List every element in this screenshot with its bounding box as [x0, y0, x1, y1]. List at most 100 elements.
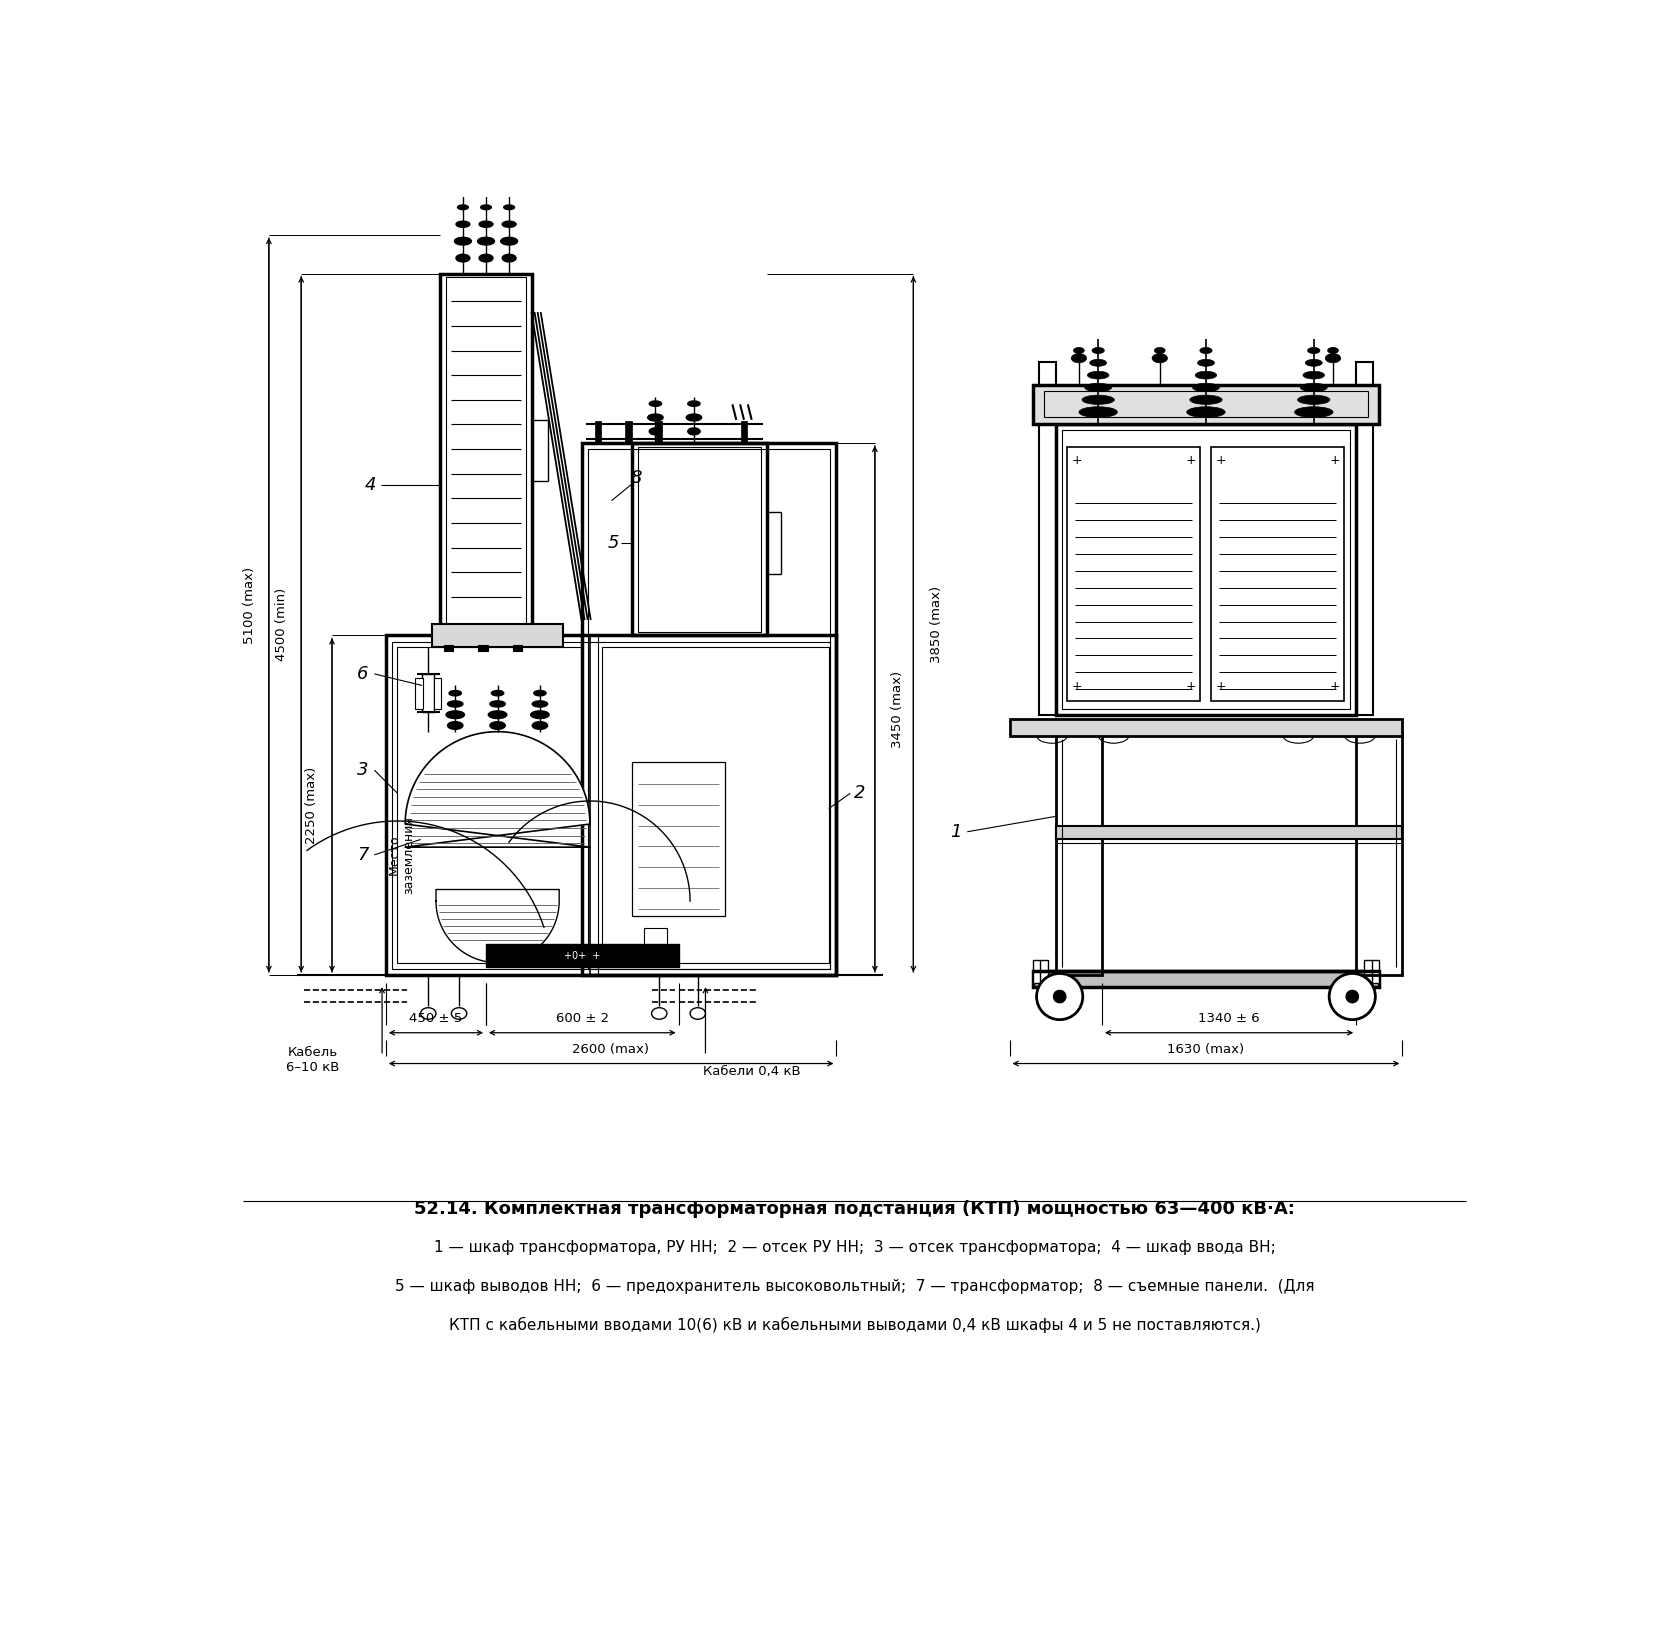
Ellipse shape: [1089, 360, 1106, 367]
Text: 3: 3: [357, 761, 369, 779]
Text: +: +: [1186, 681, 1196, 694]
Text: 4: 4: [365, 477, 377, 495]
Ellipse shape: [420, 1008, 435, 1019]
Bar: [422, 674, 434, 712]
Text: +: +: [1071, 454, 1083, 467]
Text: 450 ± 5: 450 ± 5: [409, 1013, 462, 1026]
Polygon shape: [405, 732, 590, 847]
Text: 5 — шкаф выводов НН;  6 — предохранитель высоковольтный;  7 — трансформатор;  8 : 5 — шкаф выводов НН; 6 — предохранитель …: [395, 1279, 1314, 1294]
Ellipse shape: [1196, 372, 1216, 380]
Bar: [434, 677, 442, 709]
Ellipse shape: [455, 222, 470, 227]
Text: 3850 (max): 3850 (max): [931, 585, 942, 663]
Ellipse shape: [687, 401, 701, 406]
Ellipse shape: [686, 414, 702, 421]
Ellipse shape: [452, 1008, 467, 1019]
Ellipse shape: [445, 710, 464, 718]
Bar: [1063, 429, 1349, 709]
Text: 6: 6: [357, 664, 369, 682]
Text: 52.14. Комплектная трансформаторная подстанция (КТП) мощностью 63—400 кВ·А:: 52.14. Комплектная трансформаторная подс…: [414, 1200, 1296, 1218]
Ellipse shape: [480, 206, 492, 209]
Ellipse shape: [532, 722, 547, 730]
Bar: [632, 763, 724, 916]
Bar: [1356, 362, 1373, 715]
Ellipse shape: [1074, 347, 1084, 353]
Text: 5100 (max): 5100 (max): [244, 567, 257, 644]
Bar: [432, 623, 564, 648]
Bar: [589, 449, 831, 968]
Ellipse shape: [1079, 406, 1118, 418]
Bar: [514, 644, 522, 651]
Bar: [1056, 732, 1103, 975]
Text: +: +: [1216, 454, 1226, 467]
Bar: [1009, 718, 1403, 735]
Text: Кабели 0,4 кВ: Кабели 0,4 кВ: [702, 1065, 801, 1078]
Bar: [445, 278, 525, 631]
Ellipse shape: [1328, 347, 1338, 353]
Bar: [594, 421, 600, 442]
Ellipse shape: [1154, 347, 1166, 353]
Bar: [602, 648, 829, 963]
Ellipse shape: [691, 1008, 706, 1019]
Bar: [1032, 972, 1379, 986]
Ellipse shape: [502, 255, 515, 261]
Text: +: +: [1329, 454, 1339, 467]
Bar: [1056, 825, 1403, 840]
Ellipse shape: [492, 690, 504, 695]
Ellipse shape: [457, 206, 469, 209]
Ellipse shape: [652, 1008, 667, 1019]
Ellipse shape: [489, 710, 507, 718]
Bar: [385, 636, 836, 975]
Ellipse shape: [1153, 353, 1168, 363]
Bar: [479, 644, 487, 651]
Bar: [415, 677, 424, 709]
Ellipse shape: [490, 700, 505, 707]
Ellipse shape: [504, 206, 514, 209]
Circle shape: [1329, 973, 1376, 1019]
Text: +: +: [1071, 681, 1083, 694]
Ellipse shape: [1199, 347, 1213, 353]
Ellipse shape: [1308, 347, 1319, 353]
Ellipse shape: [455, 255, 470, 261]
Bar: [644, 927, 667, 952]
Ellipse shape: [1306, 360, 1323, 367]
Bar: [632, 442, 767, 636]
Text: Место
заземления: Место заземления: [387, 815, 415, 894]
Bar: [656, 421, 662, 442]
Ellipse shape: [1326, 353, 1341, 363]
Ellipse shape: [490, 722, 505, 730]
Text: 7: 7: [357, 847, 369, 863]
Ellipse shape: [649, 427, 662, 434]
Bar: [1068, 447, 1199, 700]
Text: 2250 (max): 2250 (max): [305, 768, 317, 845]
Bar: [1056, 424, 1356, 715]
Bar: [582, 442, 836, 975]
Ellipse shape: [649, 401, 662, 406]
Ellipse shape: [1071, 353, 1086, 363]
Bar: [392, 641, 831, 968]
Bar: [485, 944, 679, 967]
Ellipse shape: [454, 237, 472, 245]
Text: 8: 8: [631, 469, 642, 487]
Ellipse shape: [504, 174, 514, 179]
Ellipse shape: [1198, 360, 1214, 367]
Text: 1: 1: [951, 822, 961, 840]
Ellipse shape: [1294, 406, 1333, 418]
Ellipse shape: [502, 222, 515, 227]
Ellipse shape: [1083, 395, 1114, 404]
Ellipse shape: [534, 690, 545, 695]
Ellipse shape: [459, 174, 467, 179]
Text: +: +: [1186, 454, 1196, 467]
Ellipse shape: [1186, 406, 1226, 418]
Ellipse shape: [1298, 395, 1329, 404]
Bar: [440, 273, 532, 636]
Ellipse shape: [1093, 347, 1104, 353]
Text: 600 ± 2: 600 ± 2: [555, 1013, 609, 1026]
Bar: [1039, 362, 1056, 715]
Circle shape: [1054, 990, 1066, 1003]
Bar: [1364, 960, 1379, 983]
Text: 5: 5: [607, 534, 619, 552]
Text: КТП с кабельными вводами 10(6) кВ и кабельными выводами 0,4 кВ шкафы 4 и 5 не по: КТП с кабельными вводами 10(6) кВ и кабе…: [449, 1317, 1261, 1333]
Ellipse shape: [447, 722, 464, 730]
Ellipse shape: [687, 427, 701, 434]
